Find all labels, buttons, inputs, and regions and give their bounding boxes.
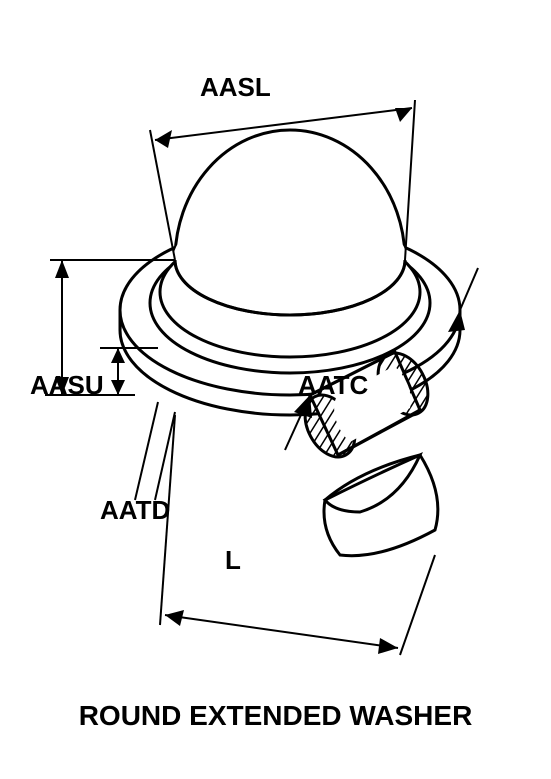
label-l: L — [225, 545, 241, 576]
label-aatc: AATC — [298, 370, 368, 401]
diagram-title: ROUND EXTENDED WASHER — [0, 700, 551, 732]
label-aasl: AASL — [200, 72, 271, 103]
label-aasu: AASU — [30, 370, 104, 401]
label-aatd: AATD — [100, 495, 170, 526]
diagram-container: { "diagram": { "title": "ROUND EXTENDED … — [0, 0, 551, 779]
dome-arc — [175, 130, 405, 260]
shank-lower — [324, 455, 438, 556]
